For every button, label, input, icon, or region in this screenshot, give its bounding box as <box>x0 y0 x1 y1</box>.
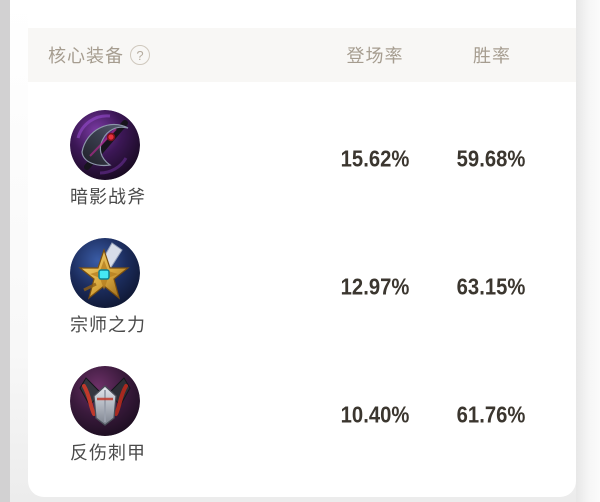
item-block: 宗师之力 <box>70 238 190 336</box>
pick-rate-value: 12.97% <box>340 273 410 300</box>
win-rate-value: 63.15% <box>456 273 526 300</box>
table-row[interactable]: 暗影战斧 15.62% 59.68% <box>70 110 576 208</box>
shadow-war-axe-icon[interactable] <box>70 110 140 180</box>
table-row[interactable]: 反伤刺甲 10.40% 61.76% <box>70 366 576 464</box>
equipment-list: 暗影战斧 15.62% 59.68% <box>28 82 576 464</box>
card-right-shadow <box>576 0 600 502</box>
pick-rate-value: 10.40% <box>340 401 410 428</box>
left-edge-strip <box>0 0 10 502</box>
section-title: 核心装备 <box>48 46 124 66</box>
pick-rate-cell: 10.40% <box>315 401 435 429</box>
section-title-group: 核心装备 ? <box>28 42 150 68</box>
column-header-pick-rate: 登场率 <box>346 46 404 66</box>
column-header-win-rate: 胜率 <box>473 46 511 66</box>
grandmaster-force-icon[interactable] <box>70 238 140 308</box>
win-rate-cell: 61.76% <box>431 401 551 429</box>
item-block: 暗影战斧 <box>70 110 190 208</box>
pick-rate-cell: 15.62% <box>315 145 435 173</box>
item-block: 反伤刺甲 <box>70 366 190 464</box>
win-rate-cell: 59.68% <box>431 145 551 173</box>
core-equipment-card: 核心装备 ? 登场率 胜率 <box>28 0 576 497</box>
help-question-icon[interactable]: ? <box>130 45 150 65</box>
table-header: 核心装备 ? 登场率 胜率 <box>28 28 576 82</box>
win-rate-value: 61.76% <box>456 401 526 428</box>
pick-rate-value: 15.62% <box>340 145 410 172</box>
table-row[interactable]: 宗师之力 12.97% 63.15% <box>70 238 576 336</box>
card-top-spacer <box>28 0 576 28</box>
pick-rate-cell: 12.97% <box>315 273 435 301</box>
item-name: 暗影战斧 <box>70 187 146 207</box>
item-name: 宗师之力 <box>70 315 146 335</box>
win-rate-cell: 63.15% <box>431 273 551 301</box>
item-name: 反伤刺甲 <box>70 443 146 463</box>
thorned-armor-icon[interactable] <box>70 366 140 436</box>
win-rate-value: 59.68% <box>456 145 526 172</box>
